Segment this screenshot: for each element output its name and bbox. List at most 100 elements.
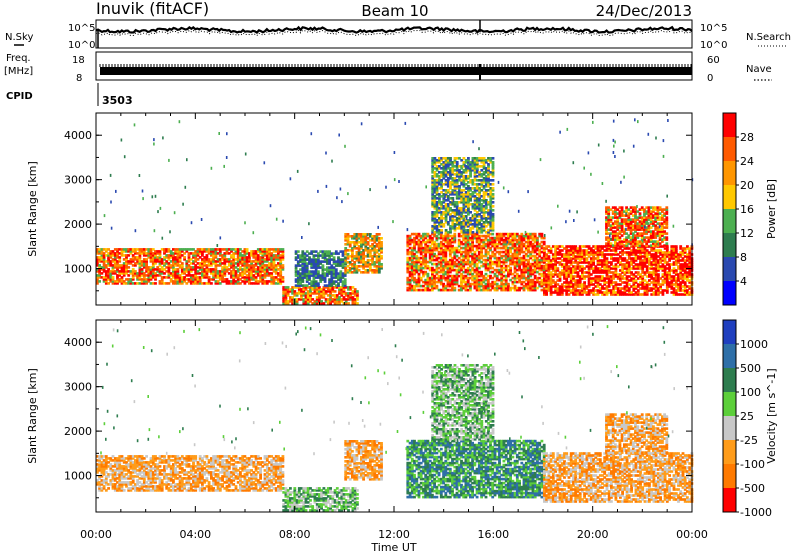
echo-cell xyxy=(648,271,651,274)
echo-cell xyxy=(538,266,542,270)
echo-cell xyxy=(462,225,466,228)
echo-cell xyxy=(462,197,466,200)
echo-cell xyxy=(239,272,242,275)
echo-cell xyxy=(417,256,421,260)
echo-cell xyxy=(338,286,341,289)
echo-cell xyxy=(442,195,446,198)
echo-cell xyxy=(281,250,285,253)
echo-cell xyxy=(621,281,624,284)
echo-cell xyxy=(236,260,240,263)
echo-cell xyxy=(330,264,334,267)
echo-cell xyxy=(239,266,242,269)
echo-cell xyxy=(265,282,269,285)
echo-cell xyxy=(355,257,359,260)
echo-cell xyxy=(380,237,383,240)
echo-cell xyxy=(451,209,455,212)
echo-cell xyxy=(471,165,475,168)
echo-cell xyxy=(203,282,207,285)
echo-cell xyxy=(261,254,265,257)
echo-cell xyxy=(446,272,450,276)
echo-cell xyxy=(543,283,546,286)
echo-cell xyxy=(558,289,562,292)
echo-cell xyxy=(502,240,506,244)
echo-cell xyxy=(100,266,104,269)
echo-cell xyxy=(426,280,430,284)
echo-cell xyxy=(250,260,253,263)
echo-cell xyxy=(221,266,224,269)
echo-cell xyxy=(426,244,430,248)
echo-cell xyxy=(438,207,441,210)
echo-cell xyxy=(601,247,604,250)
echo-cell xyxy=(408,242,412,246)
echo-cell xyxy=(216,252,220,255)
echo-cell xyxy=(563,289,566,292)
echo-cell xyxy=(477,246,481,250)
echo-cell xyxy=(636,267,640,270)
echo-cell xyxy=(538,248,542,252)
echo-cell xyxy=(478,215,481,218)
echo-cell xyxy=(567,245,571,248)
echo-cell xyxy=(98,280,101,283)
echo-cell xyxy=(274,248,278,251)
echo-cell xyxy=(323,256,327,259)
echo-cell xyxy=(295,298,299,301)
echo-cell xyxy=(317,282,320,285)
echo-cell xyxy=(435,179,439,182)
echo-cell xyxy=(138,266,142,269)
echo-cell xyxy=(406,286,410,290)
echo-cell xyxy=(589,283,593,286)
echo-cell xyxy=(339,276,343,279)
echo-cell xyxy=(484,268,488,272)
echo-cell xyxy=(212,252,215,255)
echo-cell xyxy=(299,276,302,279)
echo-cell xyxy=(435,193,439,196)
echo-cell xyxy=(245,250,249,253)
echo-cell xyxy=(422,274,425,278)
echo-cell xyxy=(296,282,300,285)
echo-cell xyxy=(549,277,553,280)
echo-cell xyxy=(183,252,186,255)
echo-cell xyxy=(428,246,432,250)
echo-cell xyxy=(504,258,508,262)
echo-cell xyxy=(377,265,381,268)
echo-cell xyxy=(581,265,584,268)
echo-cell xyxy=(610,289,613,292)
echo-cell xyxy=(524,278,528,282)
echo-cell xyxy=(524,258,528,262)
echo-cell xyxy=(431,167,435,170)
echo-cell xyxy=(263,266,267,269)
echo-cell xyxy=(491,171,495,174)
echo-cell xyxy=(489,215,493,218)
echo-cell xyxy=(339,264,343,267)
echo-cell xyxy=(172,268,175,271)
echo-cell xyxy=(417,272,421,276)
echo-cell xyxy=(444,260,448,264)
echo-cell xyxy=(346,255,350,258)
echo-cell xyxy=(451,211,455,214)
echo-cell xyxy=(265,250,269,253)
echo-cell xyxy=(120,280,124,283)
echo-cell xyxy=(551,291,555,294)
echo-cell xyxy=(225,268,229,271)
echo-cell xyxy=(234,270,238,273)
echo-cell xyxy=(362,265,365,268)
echo-cell xyxy=(469,167,472,170)
echo-cell xyxy=(296,262,300,265)
echo-cell xyxy=(109,278,113,281)
echo-cell xyxy=(446,240,450,244)
echo-cell xyxy=(551,245,555,248)
echo-cell xyxy=(466,276,470,280)
echo-cell xyxy=(495,270,499,274)
echo-cell xyxy=(289,290,292,293)
echo-cell xyxy=(250,282,253,285)
echo-cell xyxy=(439,258,443,262)
echo-cell xyxy=(511,232,515,236)
echo-cell xyxy=(529,232,533,236)
echo-cell xyxy=(462,205,466,208)
echo-cell xyxy=(366,247,370,250)
echo-cell xyxy=(380,241,383,244)
echo-cell xyxy=(489,195,493,198)
echo-cell xyxy=(154,282,157,285)
echo-cell xyxy=(529,250,533,254)
echo-cell xyxy=(460,189,464,192)
